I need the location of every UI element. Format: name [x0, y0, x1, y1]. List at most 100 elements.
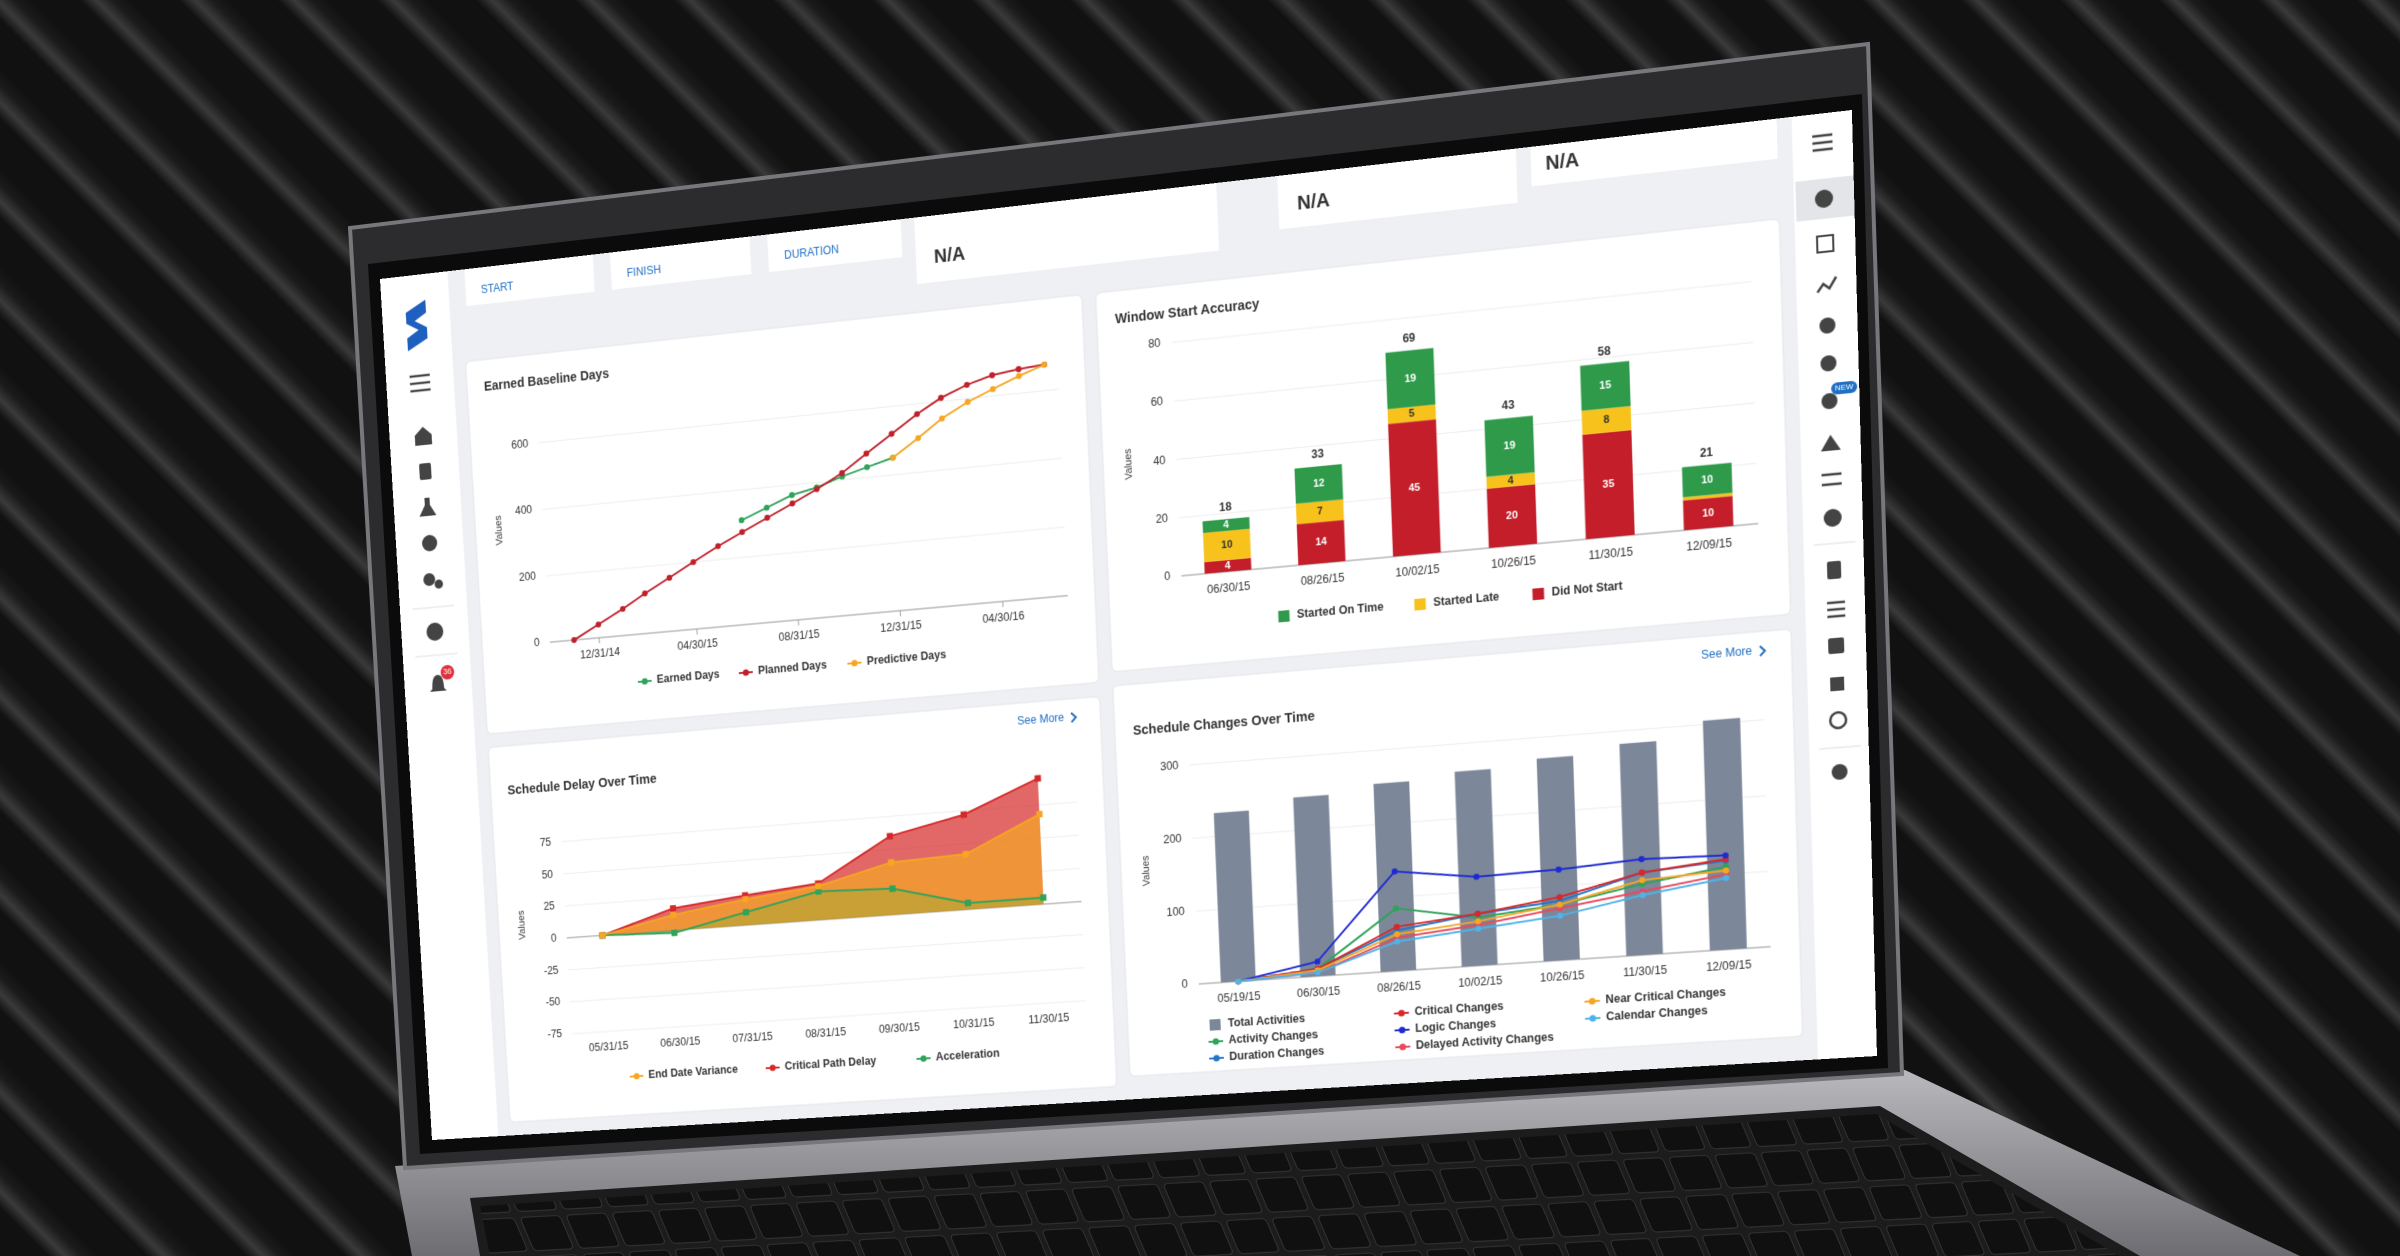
- x-tick-label: 10/31/15: [953, 1016, 995, 1031]
- point: [962, 850, 969, 858]
- legend-label: Calendar Changes: [1606, 1004, 1708, 1023]
- point: [889, 885, 896, 893]
- y-tick-label: 50: [541, 868, 553, 881]
- segment-label: 7: [1317, 506, 1323, 519]
- home-icon[interactable]: [414, 425, 433, 446]
- x-tick-label: 12/31/15: [880, 619, 922, 635]
- document-icon[interactable]: [418, 462, 432, 481]
- help-icon[interactable]: [421, 534, 438, 552]
- x-tick-label: 10/02/15: [1458, 975, 1503, 991]
- card-label: FINISH: [626, 264, 661, 281]
- segment-label: 12: [1313, 477, 1325, 490]
- x-tick-label: 11/30/15: [1588, 546, 1633, 563]
- y-axis-label: Values: [1140, 855, 1153, 887]
- point: [742, 895, 749, 903]
- total-label: 33: [1311, 447, 1324, 461]
- see-more-link[interactable]: See More: [1017, 712, 1065, 729]
- y-tick-label: -50: [545, 996, 560, 1009]
- segment-label: 4: [1223, 519, 1230, 532]
- y-tick-label: 0: [551, 932, 557, 945]
- segment-label: 4: [1508, 474, 1515, 487]
- x-tick-label: 06/30/15: [1297, 985, 1341, 1001]
- dashboard: START FINISH DURATION N/A N/A N/A 36 NEW…: [380, 109, 1877, 1141]
- y-tick-label: 0: [534, 637, 541, 650]
- x-tick-label: 04/30/16: [982, 610, 1025, 627]
- point: [960, 811, 968, 819]
- total-label: 58: [1597, 344, 1611, 359]
- y-axis-label: Values: [493, 515, 505, 546]
- screen: START FINISH DURATION N/A N/A N/A 36 NEW…: [380, 109, 1877, 1141]
- legend-label: Critical Path Delay: [784, 1055, 876, 1073]
- legend-label: Total Activities: [1228, 1013, 1306, 1031]
- user-icon[interactable]: [425, 621, 444, 642]
- bell-icon[interactable]: [429, 674, 447, 692]
- x-tick-label: 06/30/15: [1207, 580, 1251, 597]
- point: [887, 858, 895, 866]
- point: [814, 882, 822, 890]
- x-tick-label: 10/26/15: [1491, 554, 1536, 571]
- segment-label: 45: [1408, 482, 1421, 495]
- notification-badge: [440, 664, 455, 681]
- bar: [1536, 755, 1580, 962]
- menu-icon[interactable]: [409, 373, 431, 394]
- chart-panel: [1113, 629, 1803, 1076]
- nav-icon[interactable]: [1830, 676, 1845, 692]
- legend-label: Did Not Start: [1552, 580, 1624, 600]
- x-tick-label: 10/26/15: [1540, 969, 1585, 985]
- chart-panel: [1095, 219, 1790, 672]
- y-tick-label: 80: [1148, 337, 1161, 351]
- point: [599, 932, 606, 939]
- x-tick-label: 08/26/15: [1377, 980, 1421, 996]
- notification-count: 36: [443, 667, 453, 677]
- x-tick-label: 11/30/15: [1623, 964, 1668, 980]
- y-tick-label: 20: [1155, 512, 1168, 526]
- y-tick-label: -75: [547, 1028, 562, 1041]
- see-more-link[interactable]: See More: [1701, 645, 1753, 663]
- total-label: 43: [1501, 399, 1514, 414]
- nav-icon[interactable]: [1828, 637, 1845, 655]
- segment-label: 19: [1404, 372, 1416, 385]
- legend-label: Earned Days: [656, 668, 720, 686]
- y-axis-label: Values: [1122, 448, 1135, 480]
- y-tick-label: 75: [540, 836, 552, 849]
- y-tick-label: 40: [1153, 454, 1166, 468]
- segment-label: 10: [1221, 539, 1233, 552]
- x-tick-label: 07/31/15: [732, 1031, 773, 1046]
- y-tick-label: 25: [543, 900, 555, 913]
- settings-icon[interactable]: [423, 572, 436, 587]
- y-tick-label: 100: [1166, 905, 1185, 919]
- keyboard-keys: [480, 1114, 2120, 1256]
- charts: Earned Baseline DaysValues020040060012/3…: [465, 219, 1802, 1123]
- point: [669, 905, 677, 912]
- legend-label: Activity Changes: [1228, 1029, 1318, 1047]
- card-value: N/A: [933, 242, 965, 267]
- legend-label: Planned Days: [758, 659, 828, 678]
- x-tick-label: 05/31/15: [589, 1040, 629, 1055]
- y-tick-label: 600: [511, 437, 529, 451]
- nav-icon[interactable]: [1826, 560, 1842, 580]
- segment-label: 14: [1315, 536, 1328, 549]
- card-value: N/A: [1297, 189, 1331, 215]
- y-tick-label: 200: [519, 570, 537, 584]
- y-tick-label: 200: [1163, 832, 1182, 846]
- point: [670, 911, 677, 919]
- legend-key: [1278, 610, 1290, 623]
- legend-key: [769, 1064, 776, 1072]
- card-label: DURATION: [784, 243, 839, 262]
- x-tick-label: 11/30/15: [1028, 1012, 1070, 1027]
- settings-icon[interactable]: [434, 579, 444, 590]
- lab-icon[interactable]: [418, 496, 437, 517]
- bar: [1619, 741, 1663, 957]
- bar: [1293, 794, 1336, 978]
- x-tick-label: 12/09/15: [1686, 537, 1732, 555]
- y-tick-label: 0: [1181, 978, 1188, 991]
- segment-label: 15: [1599, 379, 1612, 393]
- total-label: 18: [1219, 500, 1232, 514]
- legend-label: Duration Changes: [1229, 1045, 1325, 1064]
- point: [571, 636, 577, 644]
- chart-panel: [465, 295, 1098, 734]
- segment-label: 10: [1701, 473, 1713, 486]
- legend-key: [1532, 587, 1545, 601]
- point: [1034, 774, 1042, 782]
- y-tick-label: 400: [515, 504, 533, 518]
